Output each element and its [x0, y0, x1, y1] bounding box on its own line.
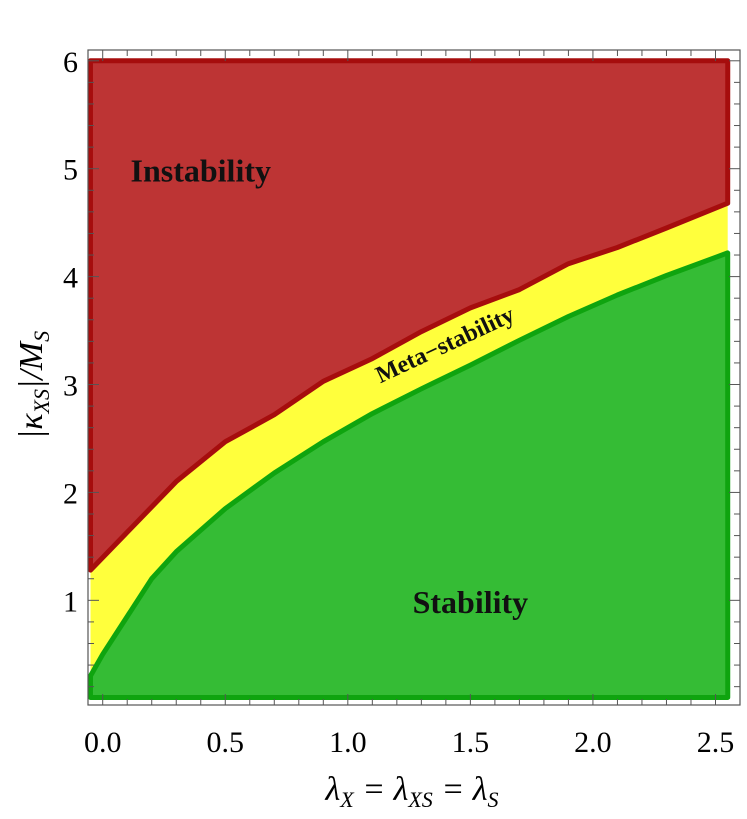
- x-axis-title: λX = λXS = λS: [325, 771, 499, 812]
- y-axis-title: |κXS|/MS: [13, 331, 54, 439]
- meta-stability-region: [90, 203, 728, 676]
- y-tick-label: 6: [63, 46, 78, 79]
- instability-label: Instability: [131, 152, 271, 188]
- y-tick-label: 4: [63, 262, 78, 295]
- x-tick-label: 1.0: [329, 726, 367, 759]
- x-tick-label: 2.5: [697, 726, 735, 759]
- y-tick-label: 3: [63, 370, 78, 403]
- regions-layer: [87, 58, 731, 700]
- plot-frame: [87, 49, 741, 706]
- x-tick-label: 1.5: [452, 726, 490, 759]
- x-tick-label: 2.0: [574, 726, 612, 759]
- x-tick-label: 0.5: [207, 726, 245, 759]
- y-tick-label: 2: [63, 477, 78, 510]
- stability-label: Stability: [413, 584, 529, 620]
- frame-border: [87, 49, 741, 706]
- ticks-layer: 0.0 0.5 1.0 1.5 2.0 2.5 1 2 3 4 5 6: [63, 46, 741, 759]
- stability-region: [87, 250, 731, 700]
- y-tick-label: 5: [63, 154, 78, 187]
- x-tick-label: 0.0: [84, 726, 122, 759]
- instability-region: [87, 58, 731, 573]
- y-tick-label: 1: [63, 585, 78, 618]
